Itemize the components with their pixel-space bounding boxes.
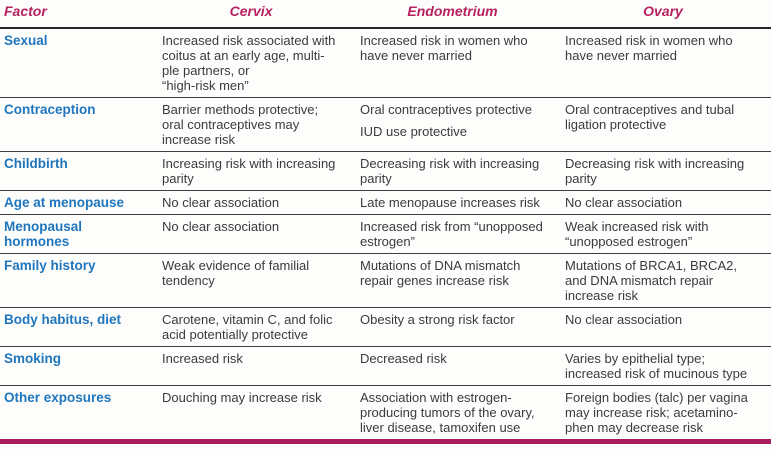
- header-cervix: Cervix: [152, 0, 350, 29]
- cervix-cell: No clear association: [152, 190, 350, 215]
- endometrium-cell: Increased risk from “unopposed estrogen”: [350, 214, 555, 254]
- cervix-cell: Increased risk: [152, 346, 350, 386]
- factor-label: Smoking: [0, 346, 152, 386]
- header-ovary: Ovary: [555, 0, 771, 29]
- header-endometrium: Endometrium: [350, 0, 555, 29]
- endometrium-cell: Increased risk in women who have never m…: [350, 28, 555, 98]
- table-row-family-history: Family history Weak evidence of familial…: [0, 253, 771, 308]
- cervix-cell: Douching may increase risk: [162, 390, 322, 405]
- ovary-cell: No clear association: [555, 307, 771, 347]
- ovary-cell: Foreign bodies (talc) per vagina may inc…: [565, 390, 748, 435]
- cervix-cell: Carotene, vitamin C, and folic acid pote…: [152, 307, 350, 347]
- factor-label: Body habitus, diet: [0, 307, 152, 347]
- table-row-other-exposures: Other exposures Douching may increase ri…: [0, 386, 771, 440]
- ovary-cell: Varies by epithelial type; increased ris…: [555, 346, 771, 386]
- ovary-cell: Weak increased risk with “unopposed estr…: [555, 214, 771, 254]
- ovary-cell: Mutations of BRCA1, BRCA2, and DNA misma…: [555, 253, 771, 308]
- factor-label: Age at menopause: [0, 190, 152, 215]
- ovary-cell: No clear association: [555, 190, 771, 215]
- ovary-cell: Oral contraceptives and tubal ligation p…: [555, 97, 771, 152]
- endometrium-cell: Association with estrogen- producing tum…: [360, 390, 535, 435]
- risk-factors-table: Factor Cervix Endometrium Ovary Sexual I…: [0, 0, 771, 440]
- factor-label: Family history: [0, 253, 152, 308]
- ovary-cell: Increased risk in women who have never m…: [555, 28, 771, 98]
- table-row-smoking: Smoking Increased risk Decreased risk Va…: [0, 346, 771, 386]
- cervix-cell: Increased risk associated with coitus at…: [152, 28, 350, 98]
- header-row: Factor Cervix Endometrium Ovary: [0, 0, 771, 29]
- factor-label: Other exposures: [4, 390, 112, 405]
- bottom-rule: [0, 439, 771, 444]
- table-row-childbirth: Childbirth Increasing risk with increasi…: [0, 151, 771, 191]
- factor-label: Menopausal hormones: [0, 214, 152, 254]
- endometrium-cell: Obesity a strong risk factor: [350, 307, 555, 347]
- factor-label: Sexual: [0, 28, 152, 98]
- endometrium-cell: Decreasing risk with increasing parity: [350, 151, 555, 191]
- cervix-cell: Weak evidence of familial tendency: [152, 253, 350, 308]
- header-factor: Factor: [0, 0, 152, 29]
- endometrium-cell: Decreased risk: [350, 346, 555, 386]
- factor-label: Childbirth: [0, 151, 152, 191]
- ovary-cell: Decreasing risk with increasing parity: [555, 151, 771, 191]
- endometrium-cell: Late menopause increases risk: [350, 190, 555, 215]
- endometrium-cell: Oral contraceptives protective IUD use pr…: [350, 97, 555, 152]
- endometrium-cell: Mutations of DNA mismatch repair genes i…: [350, 253, 555, 308]
- cervix-cell: No clear association: [152, 214, 350, 254]
- table-row-body-habitus-diet: Body habitus, diet Carotene, vitamin C, …: [0, 307, 771, 347]
- cervix-cell: Barrier methods protective; oral contrac…: [152, 97, 350, 152]
- table-row-contraception: Contraception Barrier methods protective…: [0, 97, 771, 152]
- table-row-age-at-menopause: Age at menopause No clear association La…: [0, 190, 771, 215]
- table-row-menopausal-hormones: Menopausal hormones No clear association…: [0, 214, 771, 254]
- table-row-sexual: Sexual Increased risk associated with co…: [0, 28, 771, 98]
- cervix-cell: Increasing risk with increasing parity: [152, 151, 350, 191]
- factor-label: Contraception: [0, 97, 152, 152]
